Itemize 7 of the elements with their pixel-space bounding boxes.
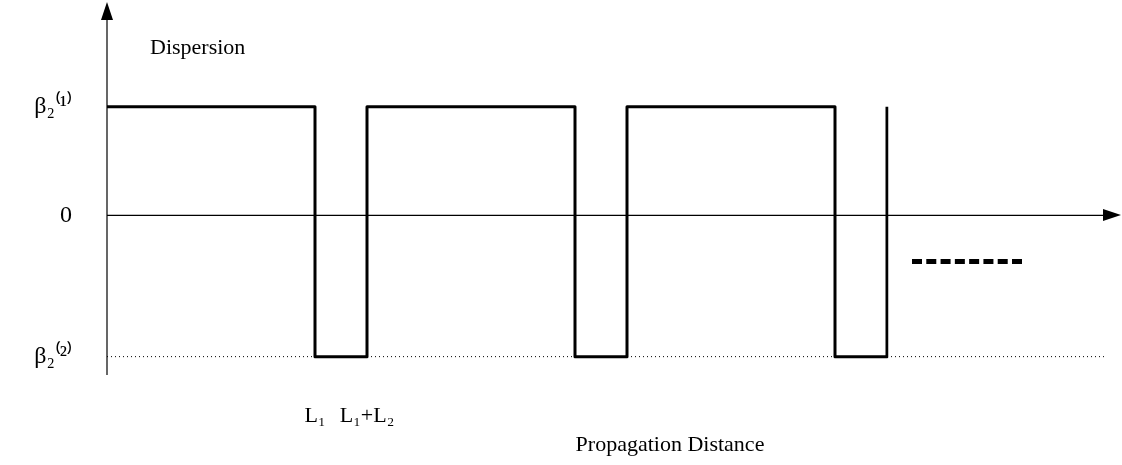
ref-line-label: 0	[60, 200, 72, 227]
x-tick-label: L₁+L₂	[339, 401, 395, 427]
y-axis-title: Dispersion	[150, 33, 246, 59]
x-axis-title: Propagation Distance	[575, 430, 765, 456]
text: β₂⁽¹⁾	[34, 90, 72, 118]
x-tick-label: L₁	[304, 401, 326, 427]
ref-line-label: β₂⁽²⁾	[34, 340, 72, 368]
